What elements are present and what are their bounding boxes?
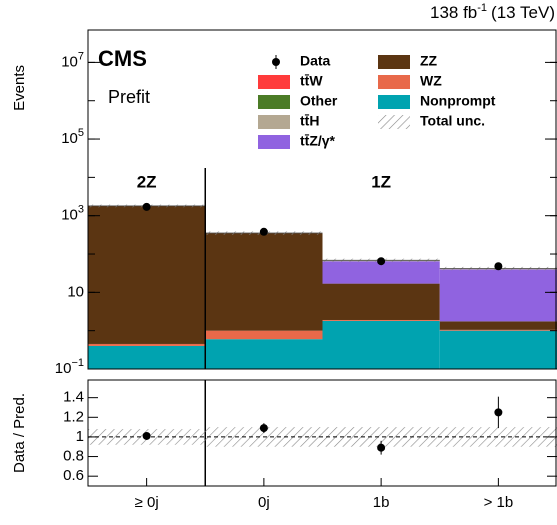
y-tick-exp: 7 [78, 50, 84, 62]
lumi-sup: -1 [477, 2, 487, 14]
stack-segment [440, 321, 557, 330]
x-tick-label: 1b [373, 494, 390, 511]
ratio-point [260, 424, 268, 432]
stack-segment [205, 331, 322, 340]
legend-label: Total unc. [420, 113, 485, 129]
y-tick-base: 10 [67, 283, 84, 300]
experiment: CMS [98, 46, 147, 71]
legend-swatch [378, 95, 410, 109]
ratio-panel: ≥ 0j 0j 1b > 1b 0.6 0.8 1 1.2 1.4 [63, 380, 557, 511]
data-point [143, 203, 151, 211]
data-point [260, 228, 268, 236]
data-point [377, 257, 385, 265]
y-tick-label: 105 [61, 127, 84, 147]
stack-segment [440, 330, 557, 331]
stack-segment [88, 346, 205, 369]
stack-segment [440, 269, 557, 321]
lumi-text: 138 fb [430, 3, 477, 22]
y-axis-title: Events [11, 65, 28, 111]
legend-swatch [258, 75, 290, 89]
y-tick-exp: 3 [78, 204, 84, 216]
stack-segment [205, 339, 322, 369]
y-tick-base: 10 [61, 53, 78, 70]
lumi-rest: (13 TeV) [491, 3, 555, 22]
legend-swatch [258, 95, 290, 109]
x-tick-label: 0j [258, 494, 270, 511]
legend-swatch [378, 75, 410, 89]
y-tick-label: 10−1 [55, 357, 84, 377]
ratio-y-tick-label: 1.4 [63, 389, 84, 406]
stack-segment [88, 344, 205, 346]
y-tick-label: 107 [61, 50, 84, 70]
ratio-y-tick-label: 0.8 [63, 448, 84, 465]
data-point [494, 262, 502, 270]
ratio-axis-title: Data / Pred. [11, 393, 28, 473]
legend-label: Data [300, 53, 331, 69]
legend-swatch [258, 115, 290, 129]
region-label: 2Z [137, 172, 157, 191]
y-tick-label: 103 [61, 204, 84, 224]
lumi-label: 138 fb-1 (13 TeV) [430, 2, 555, 23]
y-tick-base: 10 [61, 130, 78, 147]
legend-label: WZ [420, 73, 442, 89]
x-tick-label: > 1b [484, 494, 514, 511]
stack-segment [323, 321, 440, 369]
stack-segment [323, 284, 440, 320]
x-tick-label: ≥ 0j [135, 494, 159, 511]
legend-label: tt̄H [300, 112, 319, 128]
ratio-point [377, 444, 385, 452]
stack-segment [205, 233, 322, 331]
y-tick-exp: −1 [71, 357, 84, 369]
y-tick-label: 10 [67, 283, 84, 300]
legend-swatch [378, 55, 410, 69]
subtitle: Prefit [108, 87, 150, 107]
legend-label: Other [300, 93, 338, 109]
ratio-y-tick-label: 1.2 [63, 408, 84, 425]
legend-swatch [258, 135, 290, 149]
legend-label: tt̄Z/γ* [300, 132, 336, 148]
y-tick-base: 10 [55, 360, 72, 377]
y-tick-exp: 5 [78, 127, 84, 139]
legend-label: Nonprompt [420, 93, 496, 109]
region-label: 1Z [371, 172, 391, 191]
stack-segment [440, 331, 557, 369]
legend-label: tt̄W [300, 72, 323, 88]
legend-swatch [378, 115, 410, 129]
legend-label: ZZ [420, 53, 438, 69]
ratio-point [494, 408, 502, 416]
ratio-y-tick-label: 1 [76, 428, 84, 445]
ratio-point [143, 432, 151, 440]
ratio-y-tick-label: 0.6 [63, 467, 84, 484]
stack-segment [323, 320, 440, 321]
y-tick-base: 10 [61, 207, 78, 224]
stack-segment [88, 206, 205, 344]
